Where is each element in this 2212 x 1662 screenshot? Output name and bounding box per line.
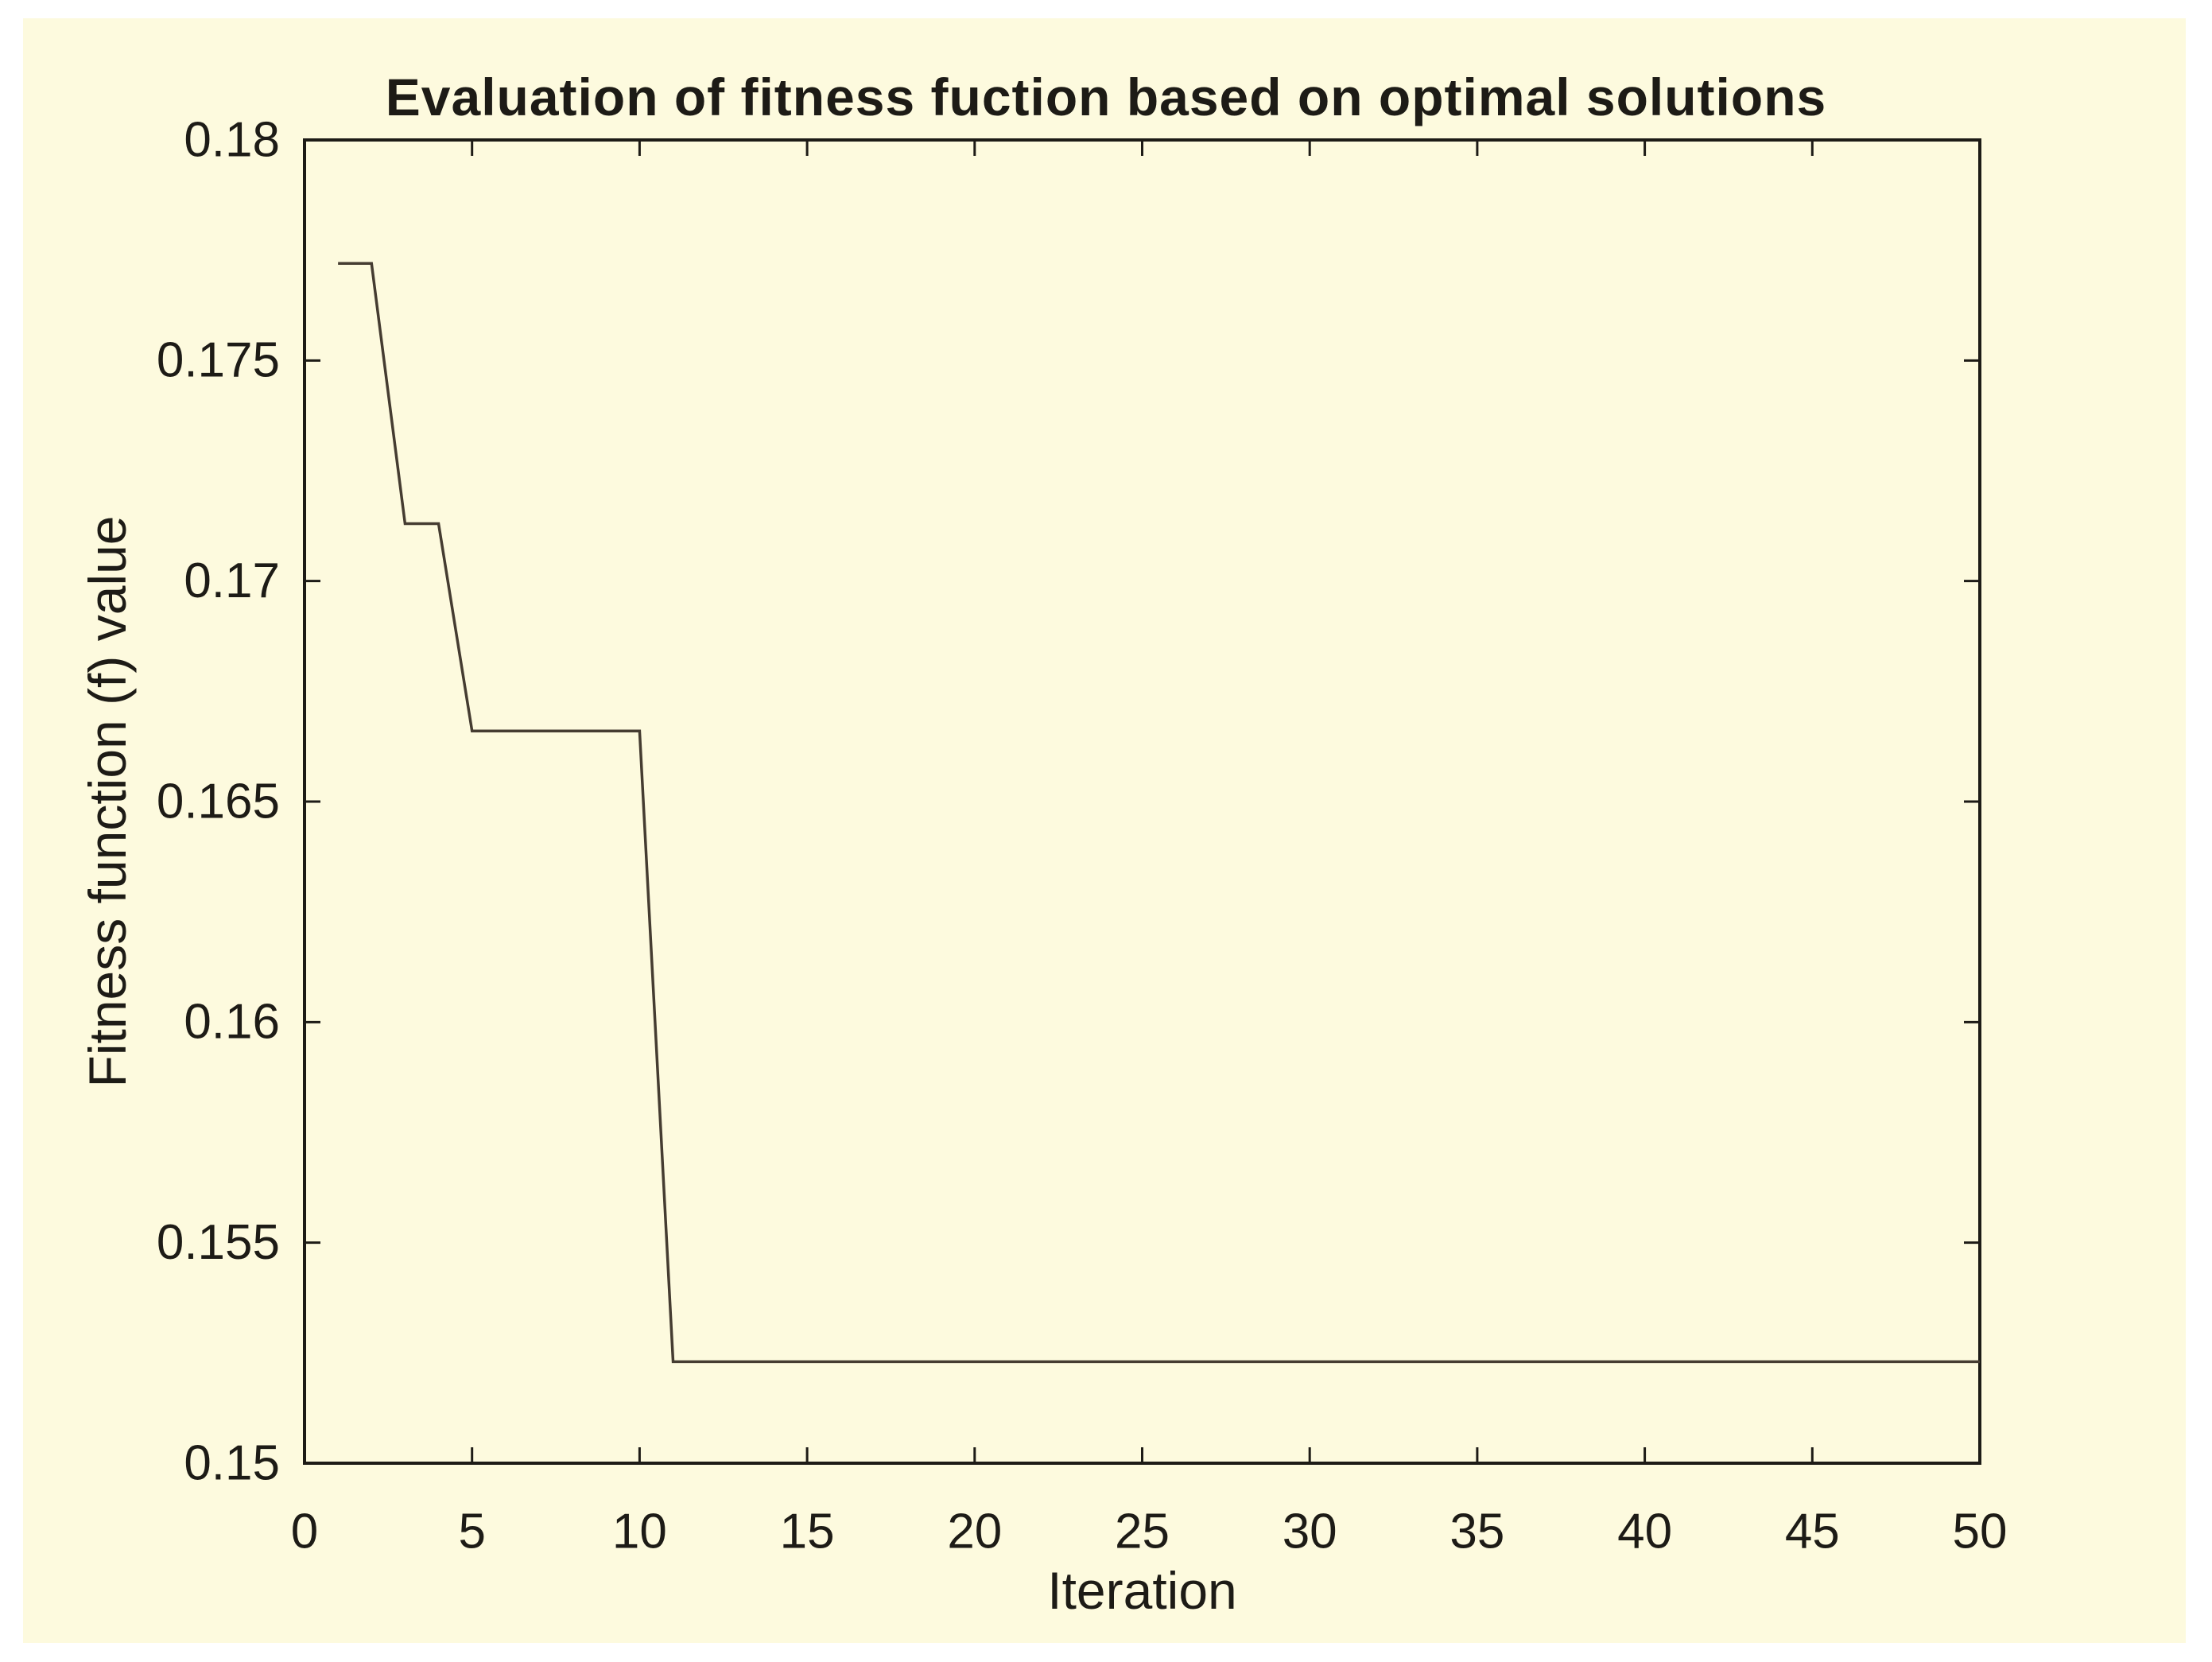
x-tick-label: 35 [1449,1504,1504,1559]
y-tick-label: 0.175 [157,333,280,388]
x-tick-label: 45 [1785,1504,1840,1559]
x-tick-label: 5 [458,1504,485,1559]
y-tick-label: 0.17 [184,553,280,608]
figure-canvas [23,18,2186,1643]
x-tick-label: 0 [291,1504,318,1559]
x-tick-label: 50 [1953,1504,2008,1559]
y-tick-label: 0.15 [184,1435,280,1490]
x-tick-label: 40 [1617,1504,1672,1559]
x-tick-label: 10 [612,1504,667,1559]
x-tick-label: 20 [947,1504,1002,1559]
y-tick-label: 0.18 [184,112,280,167]
x-tick-label: 25 [1115,1504,1170,1559]
chart-title: Evaluation of fitness fuction based on o… [385,68,1827,126]
y-axis-label-text: Fitness function (f) value [78,515,137,1088]
y-tick-label: 0.16 [184,995,280,1050]
x-tick-label: 30 [1283,1504,1337,1559]
y-tick-label: 0.155 [157,1215,280,1270]
x-tick-label: 15 [780,1504,835,1559]
fitness-data-line [338,262,1980,1364]
x-axis-label: Iteration [1047,1561,1237,1620]
plot-box [303,138,1981,1465]
y-tick-label: 0.165 [157,774,280,829]
